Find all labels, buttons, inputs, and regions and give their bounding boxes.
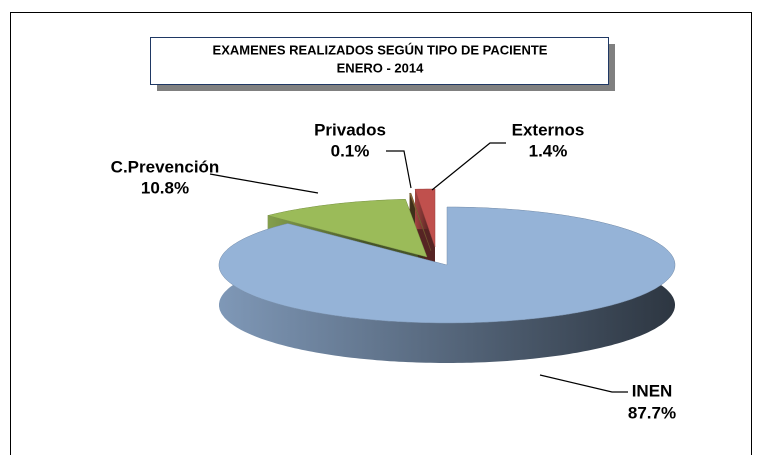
value-label: 1.4%: [529, 141, 568, 160]
pie: [218, 188, 676, 363]
leader-line: [539, 374, 628, 393]
leader-line: [209, 173, 319, 194]
slice-label: C.Prevención: [111, 157, 220, 176]
slice: [409, 192, 432, 252]
slice: [218, 206, 676, 324]
value-label: 87.7%: [628, 403, 676, 422]
slice-label: INEN: [632, 381, 673, 400]
slice: [414, 188, 436, 248]
leader-line: [386, 150, 412, 189]
value-label: 0.1%: [331, 141, 370, 160]
slice-label: Externos: [512, 120, 585, 139]
title-box: [150, 37, 609, 85]
chart-subtitle: ENERO - 2014: [337, 60, 424, 75]
value-label: 10.8%: [141, 178, 189, 197]
slice-label: Privados: [314, 120, 386, 139]
slice: [267, 199, 428, 258]
chart-title: EXAMENES REALIZADOS SEGÚN TIPO DE PACIEN…: [213, 42, 548, 57]
leader-line: [431, 142, 506, 191]
